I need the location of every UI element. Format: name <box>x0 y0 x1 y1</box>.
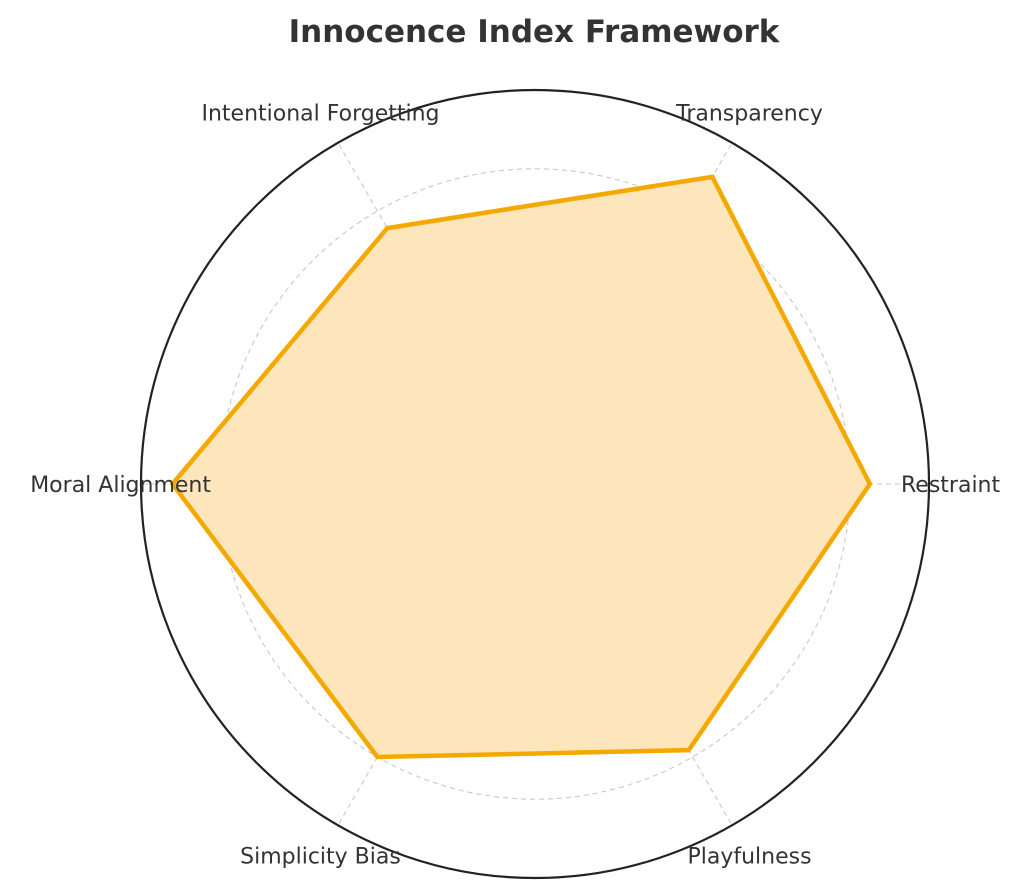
axis-label-transparency: Transparency <box>675 102 823 127</box>
outer-frame <box>139 88 931 880</box>
axis-label-intentional-forgetting: Intentional Forgetting <box>201 102 439 127</box>
axis-label-moral-alignment: Moral Alignment <box>30 473 211 498</box>
axis-label-restraint: Restraint <box>901 473 1001 498</box>
chart-title: Innocence Index Framework <box>288 14 780 50</box>
axis-label-playfulness: Playfulness <box>687 845 811 870</box>
series-fill-1 <box>172 176 870 757</box>
axis-label-simplicity-bias: Simplicity Bias <box>240 845 401 870</box>
series-layer <box>169 174 873 760</box>
axis-labels: Restraint Transparency Intentional Forgett… <box>30 102 1000 870</box>
